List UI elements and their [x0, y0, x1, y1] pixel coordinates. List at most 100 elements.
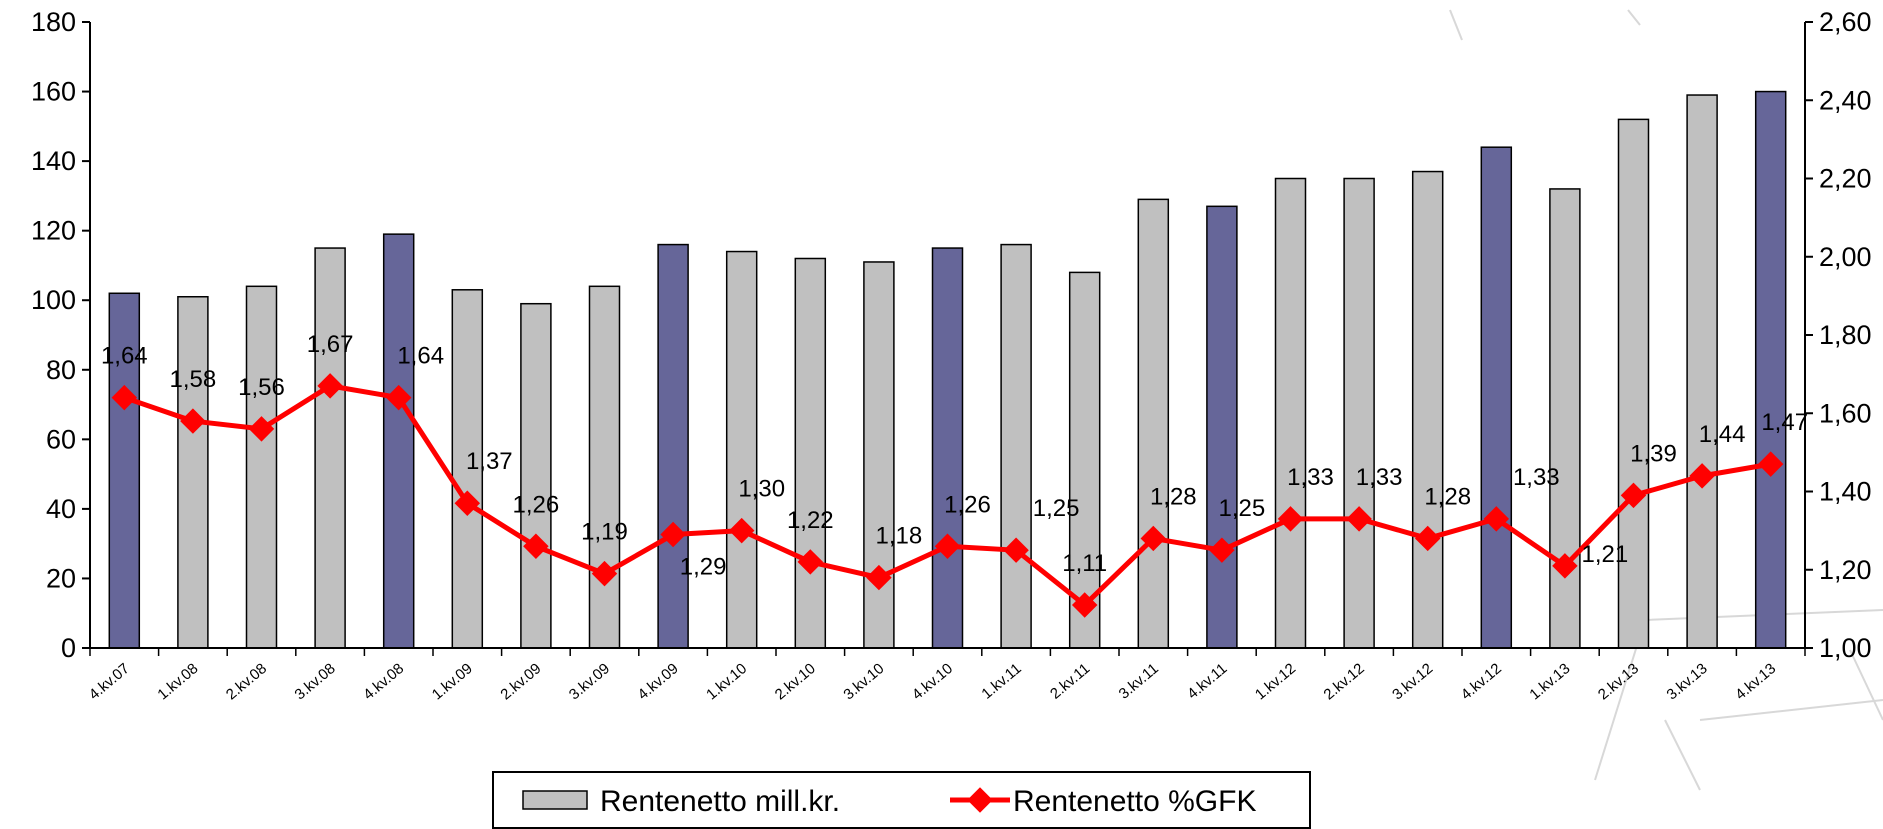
data-label: 1,33 [1513, 464, 1560, 491]
line-point [523, 533, 549, 560]
data-label: 1,19 [581, 519, 628, 546]
x-tick-label: 4.kv.07 [86, 660, 133, 703]
legend-bar-swatch [522, 790, 588, 810]
bar [314, 247, 346, 649]
data-label: 1,39 [1630, 440, 1677, 467]
data-label: 1,26 [944, 491, 991, 518]
bar [1068, 271, 1101, 649]
data-label: 1,64 [397, 343, 444, 370]
x-tick-label: 1.kv.13 [1526, 660, 1573, 703]
right-tick-label: 1,60 [1819, 398, 1872, 428]
data-label: 1,30 [738, 476, 785, 503]
right-tick-label: 1,80 [1819, 320, 1872, 350]
right-tick-label: 2,60 [1819, 7, 1872, 37]
data-label: 1,56 [238, 374, 285, 401]
left-tick-label: 40 [46, 494, 76, 524]
line-point [454, 490, 481, 516]
line-point [728, 517, 755, 544]
left-tick-label: 100 [31, 285, 76, 315]
legend-line-label: Rentenetto %GFK [1013, 785, 1256, 818]
left-tick-label: 160 [31, 77, 76, 107]
data-label: 1,26 [513, 491, 560, 518]
bar [108, 292, 141, 649]
line-point [317, 373, 343, 399]
x-tick-label: 4.kv.12 [1458, 660, 1505, 703]
line-point [866, 564, 892, 591]
x-tick-label: 1.kv.11 [978, 660, 1024, 703]
left-tick-label: 60 [46, 424, 76, 454]
line-point [1003, 537, 1029, 563]
data-label: 1,28 [1150, 483, 1197, 510]
data-label: 1,21 [1582, 541, 1629, 568]
x-tick-label: 1.kv.12 [1252, 660, 1299, 703]
bar [588, 285, 621, 649]
bar [725, 250, 758, 649]
x-tick-label: 2.kv.12 [1321, 660, 1368, 703]
left-tick-label: 140 [31, 146, 76, 176]
left-axis: 0 20 40 60 80 100 120 140 160 180 [31, 7, 91, 663]
bar [245, 285, 278, 649]
x-tick-label: 2.kv.08 [223, 660, 270, 703]
data-label: 1,58 [170, 366, 217, 393]
line-point [934, 533, 961, 560]
x-tick-label: 3.kv.08 [292, 660, 339, 703]
x-tick-label: 2.kv.10 [772, 660, 819, 703]
data-label: 1,33 [1356, 464, 1403, 491]
labels-layer: 1,641,58 1,561,67 1,641,371,261,191,291,30… [101, 331, 1808, 581]
line-point [248, 416, 275, 442]
data-label: 1,37 [466, 448, 513, 475]
bars-layer [108, 90, 1787, 649]
data-label: 1,33 [1287, 464, 1334, 491]
data-label: 1,25 [1033, 495, 1080, 522]
x-tick-label: 1.kv.08 [154, 660, 201, 703]
x-tick-label: 2.kv.11 [1047, 660, 1093, 703]
bar [1274, 177, 1307, 649]
bar [1480, 146, 1513, 649]
x-tick-label: 2.kv.09 [497, 660, 544, 703]
bar [1343, 177, 1375, 649]
line-point [385, 384, 412, 411]
bar [1411, 170, 1444, 649]
bar [177, 295, 209, 649]
right-tick-label: 1,00 [1819, 633, 1872, 663]
line-point [180, 408, 206, 434]
x-tick-label: 1.kv.10 [703, 660, 750, 703]
line-point [111, 384, 138, 411]
x-tick-label: 3.kv.10 [840, 660, 887, 703]
x-tick-label: 4.kv.13 [1732, 660, 1779, 703]
data-label: 1,11 [1062, 550, 1107, 577]
x-tick-label: 4.kv.11 [1184, 660, 1230, 703]
left-tick-label: 20 [46, 563, 76, 593]
x-tick-label: 3.kv.13 [1664, 660, 1711, 703]
bar [1617, 118, 1650, 649]
bar [1137, 198, 1170, 649]
x-tick-label: 3.kv.12 [1389, 660, 1436, 703]
legend-bar-label: Rentenetto mill.kr. [600, 785, 840, 818]
x-tick-label: 3.kv.11 [1116, 660, 1162, 703]
x-tick-label: 3.kv.09 [566, 660, 613, 703]
line-point [797, 549, 824, 575]
right-tick-label: 1,20 [1819, 555, 1872, 585]
legend-line-marker [967, 787, 993, 813]
x-tick-label: 1.kv.09 [429, 660, 476, 703]
x-tick-label: 4.kv.09 [635, 660, 682, 703]
bar [1000, 243, 1032, 649]
bar [382, 233, 415, 649]
bar [1686, 94, 1718, 649]
bar [794, 257, 827, 649]
data-label: 1,47 [1761, 409, 1808, 436]
left-tick-label: 120 [31, 216, 76, 246]
right-axis: 1,00 1,20 1,40 1,60 1,80 2,00 2,20 2,40 2,60 [1804, 7, 1872, 663]
bar [1549, 188, 1581, 649]
left-tick-label: 180 [31, 7, 76, 37]
bar [1754, 90, 1787, 649]
left-tick-label: 80 [46, 355, 76, 385]
bar [1206, 205, 1238, 649]
line-point [660, 521, 686, 548]
right-tick-label: 2,40 [1819, 85, 1872, 115]
x-tick-label: 2.kv.13 [1595, 660, 1642, 703]
data-label: 1,18 [876, 523, 923, 550]
data-label: 1,22 [787, 507, 834, 534]
data-label: 1,29 [680, 554, 727, 581]
